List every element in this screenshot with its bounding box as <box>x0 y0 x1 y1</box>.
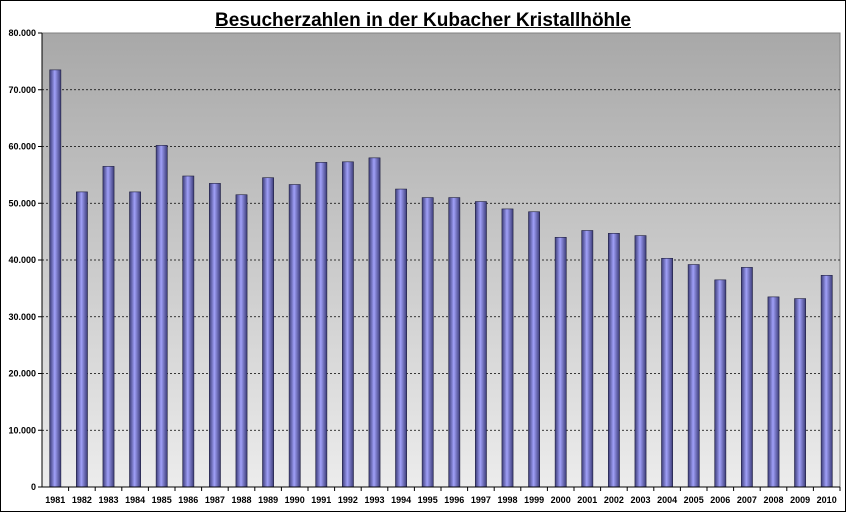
x-tick-label: 1996 <box>444 495 464 505</box>
bar-2008 <box>767 296 780 488</box>
x-tick-label: 2002 <box>604 495 624 505</box>
bar-1987 <box>209 183 221 488</box>
bar-2005 <box>687 264 700 488</box>
x-tick-label: 2009 <box>790 495 810 505</box>
x-tick-label: 1981 <box>45 495 65 505</box>
x-tick-label: 1985 <box>152 495 172 505</box>
x-tick-label: 1990 <box>285 495 305 505</box>
x-tick-label: 2008 <box>763 495 783 505</box>
bar-2006 <box>714 279 727 488</box>
bar-2004 <box>661 257 673 488</box>
y-tick-label: 80.000 <box>8 28 36 38</box>
x-tick-label: 1986 <box>178 495 198 505</box>
x-tick-label: 1987 <box>205 495 225 505</box>
bar-1998 <box>501 208 514 488</box>
bar-1993 <box>368 157 381 488</box>
x-tick-label: 2007 <box>737 495 757 505</box>
bar-1995 <box>421 197 434 488</box>
bar-2000 <box>554 237 567 488</box>
y-tick-label: 50.000 <box>8 198 36 208</box>
bar-1985 <box>155 145 168 488</box>
bar-2007 <box>741 267 753 488</box>
y-tick-label: 40.000 <box>8 255 36 265</box>
bar-1983 <box>102 166 115 488</box>
bar-1991 <box>315 162 328 488</box>
bar-2009 <box>794 298 806 488</box>
x-tick-label: 1989 <box>258 495 278 505</box>
bar-1997 <box>475 201 487 488</box>
x-tick-label: 2004 <box>657 495 677 505</box>
x-tick-label: 1984 <box>125 495 145 505</box>
x-tick-label: 2005 <box>684 495 704 505</box>
bar-2002 <box>608 233 620 488</box>
x-tick-label: 1992 <box>338 495 358 505</box>
bar-2001 <box>581 230 594 488</box>
bar-1990 <box>288 184 301 488</box>
bar-1992 <box>342 161 354 488</box>
y-tick-label: 60.000 <box>8 142 36 152</box>
x-tick-label: 1999 <box>524 495 544 505</box>
y-tick-label: 0 <box>31 482 36 492</box>
x-tick-label: 2006 <box>710 495 730 505</box>
bar-1981 <box>49 69 62 488</box>
x-tick-label: 1995 <box>418 495 438 505</box>
bar-1984 <box>129 191 141 488</box>
bar-2010 <box>820 275 833 488</box>
bar-1994 <box>395 188 407 488</box>
bar-1996 <box>448 197 461 488</box>
y-tick-label: 30.000 <box>8 312 36 322</box>
bar-1982 <box>76 191 88 488</box>
bar-2003 <box>634 235 647 488</box>
x-tick-label: 1993 <box>364 495 384 505</box>
bar-1989 <box>262 177 274 488</box>
y-tick-label: 20.000 <box>8 369 36 379</box>
x-tick-label: 1997 <box>471 495 491 505</box>
x-tick-label: 1994 <box>391 495 411 505</box>
x-tick-label: 1983 <box>98 495 118 505</box>
x-tick-label: 2003 <box>630 495 650 505</box>
x-tick-label: 1991 <box>311 495 331 505</box>
x-tick-label: 2000 <box>551 495 571 505</box>
y-tick-label: 10.000 <box>8 425 36 435</box>
bar-1986 <box>182 175 195 488</box>
x-tick-label: 1982 <box>72 495 92 505</box>
x-tick-label: 1998 <box>497 495 517 505</box>
bar-1988 <box>235 194 248 488</box>
bar-1999 <box>528 211 540 488</box>
y-tick-label: 70.000 <box>8 85 36 95</box>
x-tick-label: 2010 <box>817 495 837 505</box>
x-tick-label: 2001 <box>577 495 597 505</box>
chart-title: Besucherzahlen in der Kubacher Kristallh… <box>215 10 631 31</box>
x-tick-label: 1988 <box>231 495 251 505</box>
